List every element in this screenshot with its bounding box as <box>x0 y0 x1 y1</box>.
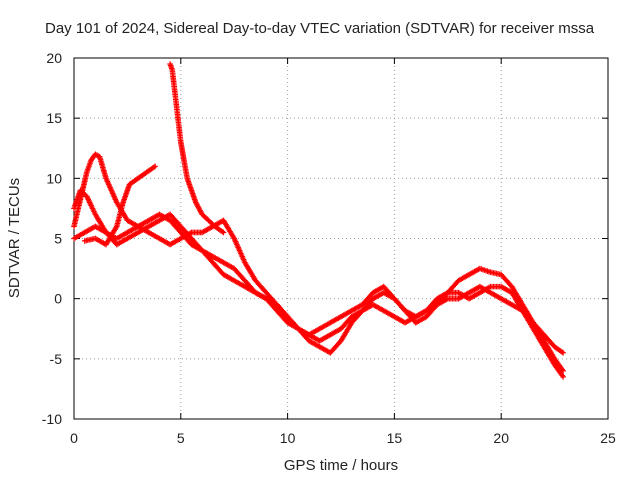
data-points <box>71 61 566 380</box>
y-tick-label: 15 <box>46 110 62 126</box>
x-axis-label: GPS time / hours <box>284 457 398 474</box>
series-track-e <box>81 163 158 248</box>
y-tick-label: 0 <box>54 291 62 307</box>
x-tick-label: 15 <box>387 430 403 446</box>
series-track-d <box>167 61 227 236</box>
x-tick-label: 0 <box>70 430 78 446</box>
y-tick-label: 10 <box>46 170 62 186</box>
x-tick-label: 10 <box>280 430 296 446</box>
y-tick-label: 20 <box>46 50 62 66</box>
x-tick-label: 5 <box>177 430 185 446</box>
axis-ticks: 0 5 10 15 20 25 -10 -5 0 5 10 15 20 <box>42 50 616 446</box>
grid-lines <box>74 58 608 419</box>
data-point <box>560 350 566 356</box>
y-tick-label: -10 <box>42 411 62 427</box>
data-point <box>219 228 226 235</box>
y-axis-label: SDTVAR / TECUs <box>6 178 23 298</box>
y-tick-label: -5 <box>50 351 63 367</box>
series-track-c <box>71 211 566 380</box>
data-point <box>151 164 157 170</box>
data-point <box>560 374 566 380</box>
y-tick-label: 5 <box>54 231 62 247</box>
x-tick-label: 25 <box>600 430 616 446</box>
chart-title: Day 101 of 2024, Sidereal Day-to-day VTE… <box>45 20 595 37</box>
data-point <box>559 349 565 355</box>
x-tick-label: 20 <box>493 430 509 446</box>
data-point <box>152 163 158 170</box>
data-point <box>560 368 566 374</box>
data-point <box>220 229 227 236</box>
